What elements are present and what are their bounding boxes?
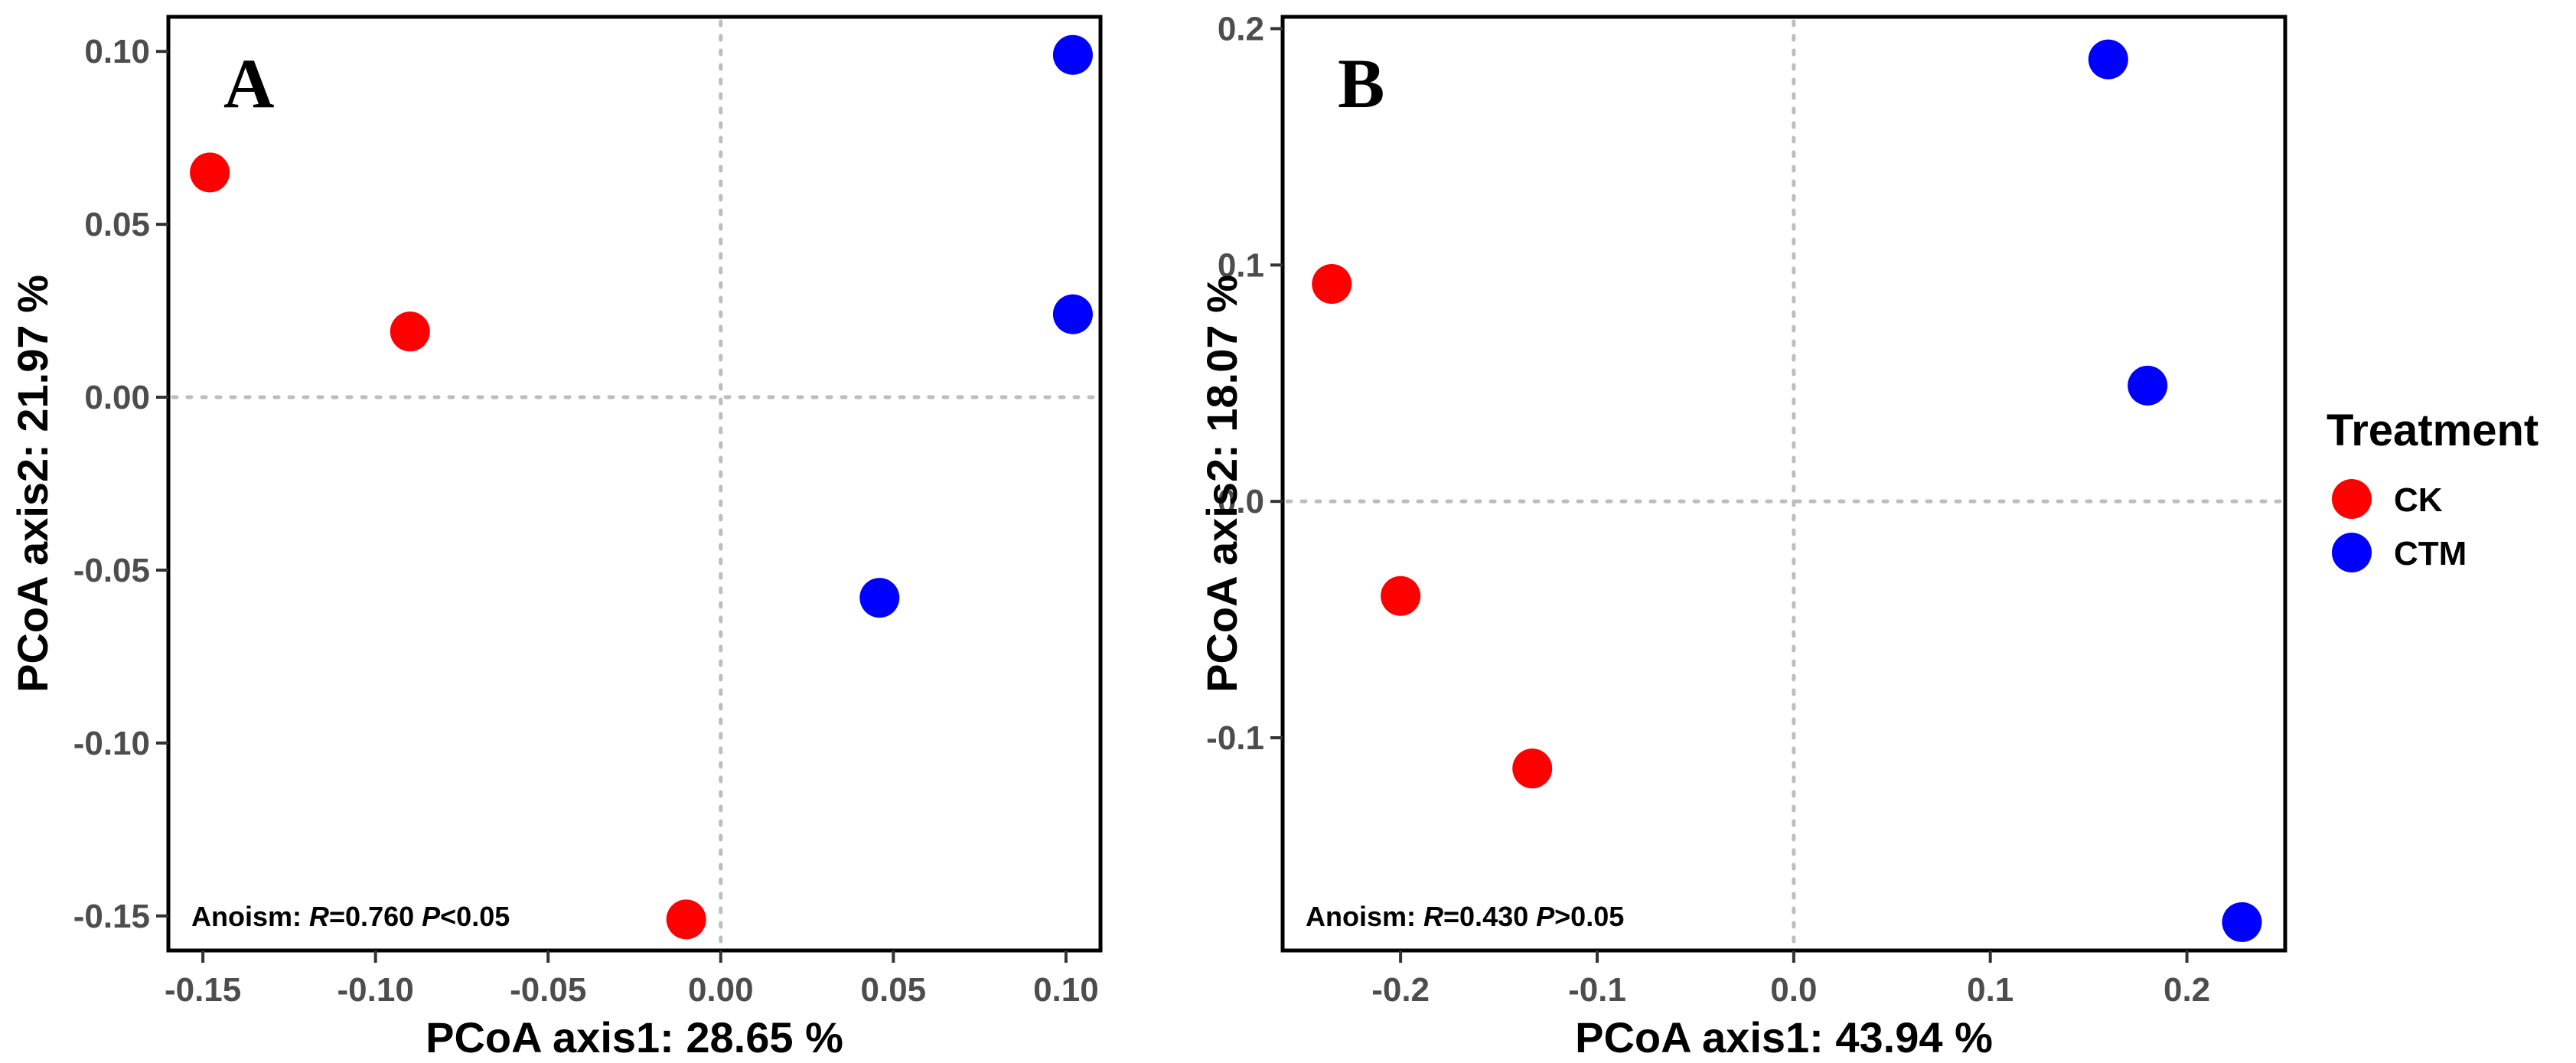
- legend-label-ck: CK: [2394, 481, 2443, 519]
- annotation-prefix: Anoism:: [1306, 901, 1423, 932]
- annotation-prefix: Anoism:: [191, 901, 309, 932]
- data-point-ctm-3: [859, 578, 900, 618]
- plot-border: [1280, 15, 2287, 953]
- panel-a: -0.15 -0.10 -0.05 0.00 0.05 0.10 -0.15 -0.10 -0.…: [8, 15, 1103, 1061]
- legend-title: Treatment: [2327, 406, 2539, 455]
- x-tick-label: 0.05: [861, 971, 927, 1009]
- data-point-ctm-2: [1052, 294, 1093, 334]
- y-axis-title: PCoA axis2: 21.97 %: [8, 275, 57, 693]
- annotation-p-symbol: P: [1536, 901, 1555, 932]
- x-axis-title: PCoA axis1: 43.94 %: [1575, 1013, 1993, 1061]
- data-point-ck-1: [1312, 264, 1352, 305]
- x-tick-label: 0.2: [2164, 971, 2210, 1009]
- y-tick-label: 0.1: [1218, 246, 1264, 284]
- annotation-p-value: >0.05: [1554, 901, 1624, 932]
- data-point-ctm-1: [1052, 34, 1093, 75]
- panel-letter: A: [223, 44, 274, 122]
- data-point-ck-3: [1512, 748, 1553, 789]
- y-tick-label: 0.2: [1218, 10, 1264, 47]
- annotation-r-symbol: R: [309, 901, 329, 932]
- plot-border: [166, 15, 1103, 953]
- y-tick-label: 0.05: [84, 206, 150, 243]
- panel-b: -0.2 -0.1 0.0 0.1 0.2 -0.1 0.0 0.1 0.2 PCoA axis1…: [1198, 10, 2287, 1061]
- data-point-ck-1: [190, 152, 230, 193]
- legend-swatch-ctm: [2332, 533, 2372, 572]
- x-tick-label: -0.15: [165, 971, 241, 1009]
- data-point-ck-3: [666, 899, 706, 940]
- data-point-ctm-2: [2128, 365, 2168, 406]
- annotation-p-value: <0.05: [440, 901, 510, 932]
- x-tick-label: -0.05: [510, 971, 586, 1009]
- y-tick-label: -0.15: [73, 898, 150, 935]
- legend-label-ctm: CTM: [2394, 535, 2467, 572]
- x-tick-label: -0.1: [1568, 971, 1626, 1009]
- annotation-r-value: =0.430: [1443, 901, 1536, 932]
- data-point-ctm-1: [2088, 39, 2128, 80]
- y-axis-title: PCoA axis2: 18.07 %: [1198, 275, 1246, 693]
- y-tick-label: 0.0: [1218, 483, 1264, 520]
- data-point-ck-2: [1381, 576, 1421, 616]
- x-tick-label: 0.1: [1967, 971, 2014, 1009]
- y-tick-label: -0.10: [73, 725, 150, 762]
- x-tick-label: -0.2: [1371, 971, 1430, 1009]
- y-tick-label: 0.00: [84, 379, 150, 416]
- annotation-r-value: =0.760: [329, 901, 422, 932]
- anosim-annotation: Anoism: R=0.760 P<0.05: [191, 901, 510, 932]
- x-tick-label: -0.10: [337, 971, 414, 1009]
- legend: Treatment CK CTM: [2327, 406, 2539, 572]
- panel-letter: B: [1338, 44, 1384, 122]
- y-tick-label: -0.05: [73, 552, 150, 589]
- x-tick-label: 0.00: [688, 971, 754, 1009]
- x-tick-label: 0.0: [1770, 971, 1817, 1009]
- y-tick-label: -0.1: [1206, 719, 1264, 757]
- data-point-ctm-3: [2222, 902, 2262, 942]
- annotation-p-symbol: P: [422, 901, 441, 932]
- y-tick-label: 0.10: [84, 33, 150, 70]
- anosim-annotation: Anoism: R=0.430 P>0.05: [1306, 901, 1624, 932]
- data-point-ck-2: [390, 311, 430, 352]
- x-axis-title: PCoA axis1: 28.65 %: [426, 1013, 843, 1061]
- legend-swatch-ck: [2332, 479, 2372, 519]
- x-tick-label: 0.10: [1033, 971, 1099, 1009]
- annotation-r-symbol: R: [1423, 901, 1443, 932]
